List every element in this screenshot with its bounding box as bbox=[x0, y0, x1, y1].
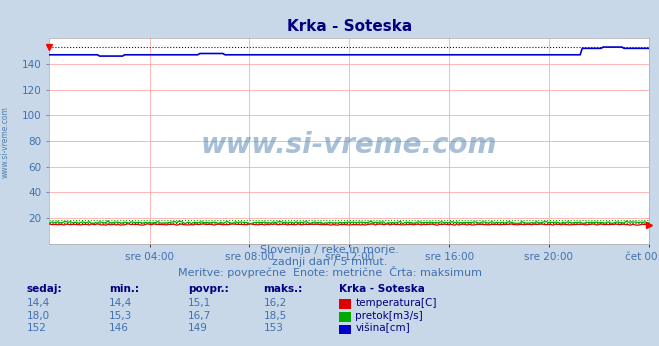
Text: povpr.:: povpr.: bbox=[188, 284, 229, 294]
Text: 146: 146 bbox=[109, 324, 129, 334]
Text: temperatura[C]: temperatura[C] bbox=[355, 298, 437, 308]
Text: 15,3: 15,3 bbox=[109, 311, 132, 321]
Text: www.si-vreme.com: www.si-vreme.com bbox=[1, 106, 10, 178]
Text: Slovenija / reke in morje.: Slovenija / reke in morje. bbox=[260, 245, 399, 255]
Text: 16,7: 16,7 bbox=[188, 311, 211, 321]
Text: 153: 153 bbox=[264, 324, 283, 334]
Text: pretok[m3/s]: pretok[m3/s] bbox=[355, 311, 423, 321]
Text: sedaj:: sedaj: bbox=[26, 284, 62, 294]
Text: maks.:: maks.: bbox=[264, 284, 303, 294]
Text: 16,2: 16,2 bbox=[264, 298, 287, 308]
Text: 149: 149 bbox=[188, 324, 208, 334]
Text: Krka - Soteska: Krka - Soteska bbox=[339, 284, 425, 294]
Title: Krka - Soteska: Krka - Soteska bbox=[287, 19, 412, 34]
Text: 14,4: 14,4 bbox=[26, 298, 49, 308]
Text: 15,1: 15,1 bbox=[188, 298, 211, 308]
Text: zadnji dan / 5 minut.: zadnji dan / 5 minut. bbox=[272, 257, 387, 267]
Text: 152: 152 bbox=[26, 324, 46, 334]
Text: višina[cm]: višina[cm] bbox=[355, 323, 410, 334]
Text: min.:: min.: bbox=[109, 284, 139, 294]
Text: 18,0: 18,0 bbox=[26, 311, 49, 321]
Text: 14,4: 14,4 bbox=[109, 298, 132, 308]
Text: www.si-vreme.com: www.si-vreme.com bbox=[201, 131, 498, 159]
Text: Meritve: povprečne  Enote: metrične  Črta: maksimum: Meritve: povprečne Enote: metrične Črta:… bbox=[177, 266, 482, 278]
Text: 18,5: 18,5 bbox=[264, 311, 287, 321]
